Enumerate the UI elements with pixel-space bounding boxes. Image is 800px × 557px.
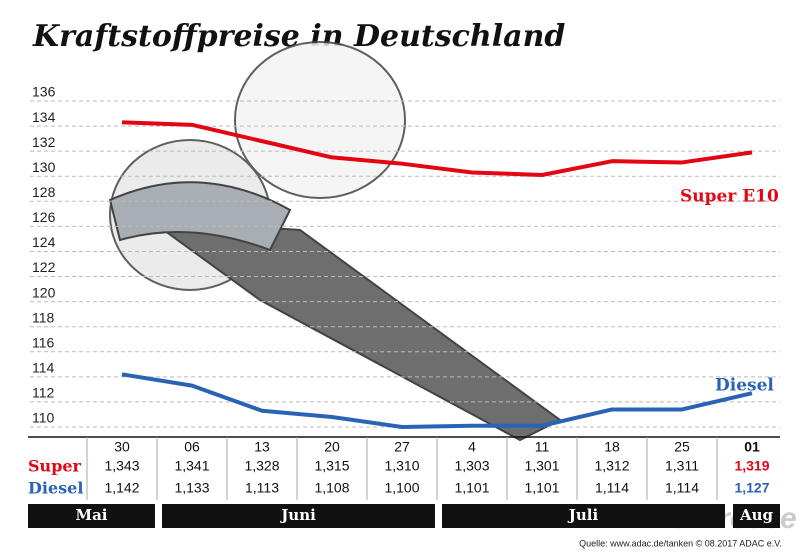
month-label: Juni [279,506,316,524]
y-tick-label: 118 [32,309,55,325]
y-tick-label: 126 [32,209,56,225]
y-tick-label: 112 [32,385,55,401]
series-line [121,120,753,177]
y-tick-label: 134 [32,109,56,125]
y-tick-label: 136 [32,84,56,100]
value-label: 1,312 [594,458,629,474]
value-label: 1,108 [314,480,349,496]
series-label: Diesel [715,376,774,396]
source: Quelle: www.adac.de/tanken © 08.2017 ADA… [579,538,782,548]
month-bar [733,504,780,528]
value-label: 1,301 [524,458,559,474]
x-tick-label: 11 [535,439,550,455]
value-label: 1,319 [734,458,769,474]
value-label: 1,343 [104,458,139,474]
month-label: Juli [567,506,599,524]
value-label: 1,101 [454,480,489,496]
month-label: Mai [75,506,107,524]
value-label: 1,114 [595,480,629,496]
row-label: Diesel [28,479,83,498]
value-label: 1,341 [174,458,209,474]
y-tick-label: 130 [32,159,56,175]
y-tick-label: 124 [32,234,56,250]
x-tick-label: 4 [468,439,476,455]
x-tick-label: 30 [114,439,130,455]
x-tick-label: 25 [674,439,690,455]
month-bar [28,504,155,528]
series-label: Super E10 [680,187,779,207]
month-bar [162,504,435,528]
y-tick-label: 122 [32,259,56,275]
value-label: 1,101 [524,480,559,496]
value-label: 1,113 [245,480,279,496]
x-tick-label: 06 [184,439,200,455]
y-tick-label: 116 [32,334,55,350]
y-tick-label: 110 [32,410,55,426]
value-label: 1,310 [384,458,419,474]
x-tick-label: 20 [324,439,340,455]
x-tick-label: 18 [604,439,620,455]
y-tick-label: 132 [32,134,56,150]
value-label: 1,114 [665,480,699,496]
pump-illustration [108,41,562,442]
value-label: 1,311 [665,458,699,474]
value-label: 1,142 [104,480,139,496]
month-label: Aug [739,506,774,524]
value-label: 1,133 [174,480,209,496]
x-tick-label: 27 [394,439,410,455]
x-tick-label: 01 [744,439,760,455]
row-label: Super [28,457,82,476]
month-bar [442,504,725,528]
y-tick-label: 120 [32,284,56,300]
x-tick-label: 13 [254,439,270,455]
value-label: 1,328 [244,458,279,474]
value-label: 1,100 [384,480,419,496]
y-tick-label: 128 [32,184,56,200]
y-tick-label: 114 [32,360,55,376]
value-label: 1,127 [734,480,769,496]
value-label: 1,315 [314,458,349,474]
series-line [121,372,753,429]
value-label: 1,303 [454,458,489,474]
